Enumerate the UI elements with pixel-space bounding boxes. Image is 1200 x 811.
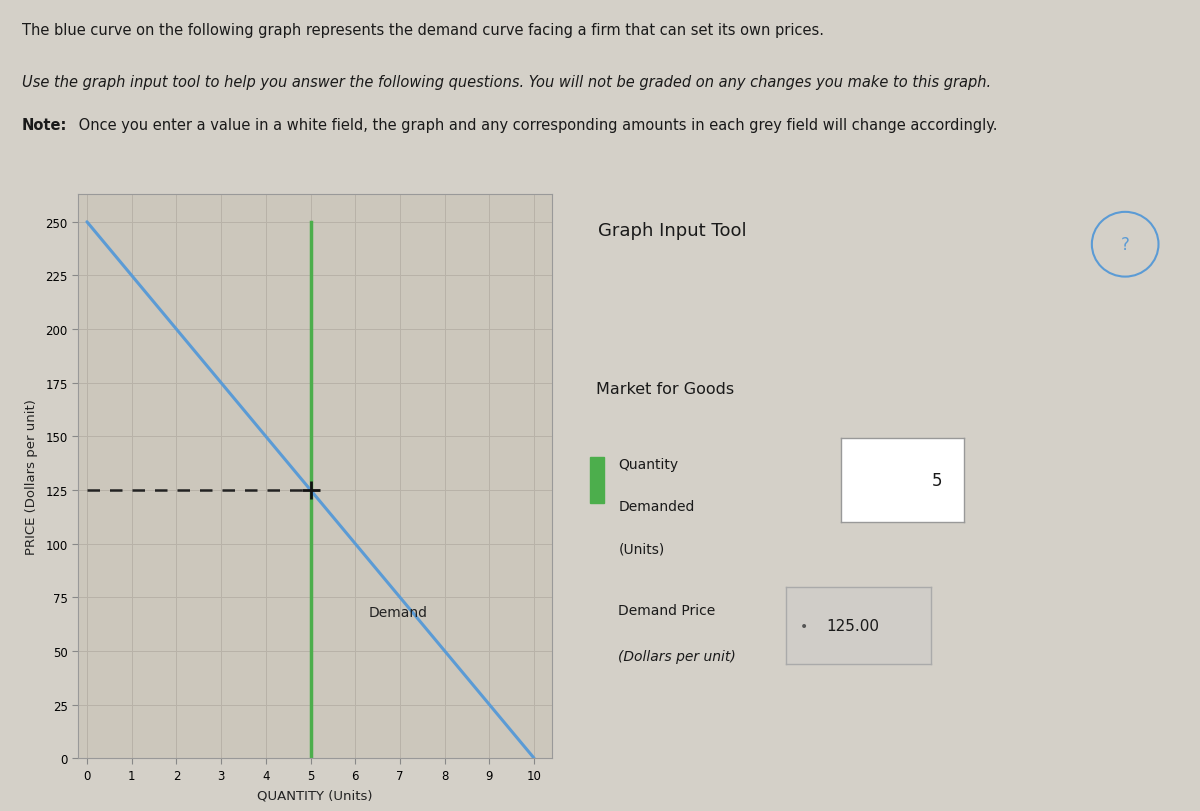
Text: ?: ? xyxy=(1121,236,1129,254)
Text: 125.00: 125.00 xyxy=(826,619,880,633)
Text: (Units): (Units) xyxy=(618,542,665,556)
Bar xyxy=(590,457,605,504)
Text: Note:: Note: xyxy=(22,118,67,132)
Text: Graph Input Tool: Graph Input Tool xyxy=(598,221,746,239)
Text: Quantity: Quantity xyxy=(618,457,678,472)
Text: The blue curve on the following graph represents the demand curve facing a firm : The blue curve on the following graph re… xyxy=(22,23,823,37)
Text: Once you enter a value in a white field, the graph and any corresponding amounts: Once you enter a value in a white field,… xyxy=(74,118,998,132)
Text: 5: 5 xyxy=(931,472,942,490)
Text: Demand Price: Demand Price xyxy=(618,603,715,617)
Text: Demanded: Demanded xyxy=(618,500,695,514)
Text: •: • xyxy=(800,619,809,633)
Y-axis label: PRICE (Dollars per unit): PRICE (Dollars per unit) xyxy=(25,399,38,554)
X-axis label: QUANTITY (Units): QUANTITY (Units) xyxy=(257,788,373,801)
Text: (Dollars per unit): (Dollars per unit) xyxy=(618,649,736,663)
Text: Demand: Demand xyxy=(368,606,427,620)
Text: Use the graph input tool to help you answer the following questions. You will no: Use the graph input tool to help you ans… xyxy=(22,75,991,89)
Text: Market for Goods: Market for Goods xyxy=(596,381,734,397)
